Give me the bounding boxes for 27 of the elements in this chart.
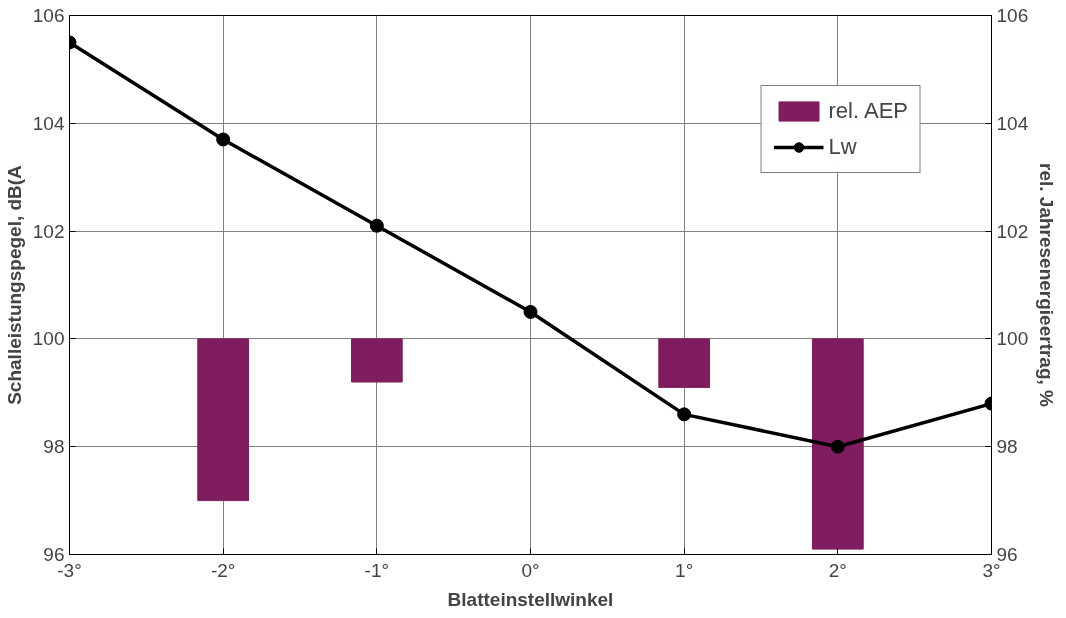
x-axis-title: Blatteinstellwinkel bbox=[447, 588, 614, 610]
y2-tick-label: 96 bbox=[996, 544, 1018, 565]
x-tick-label: -1° bbox=[364, 559, 390, 581]
point bbox=[523, 304, 538, 319]
y2-tick-label: 100 bbox=[996, 328, 1029, 350]
y-tick-label: 102 bbox=[32, 220, 65, 242]
legend-label: rel. AEP bbox=[828, 98, 908, 124]
y-tick-label: 96 bbox=[43, 544, 65, 565]
y2-tick-label: 98 bbox=[996, 436, 1018, 458]
y2-tick-label: 106 bbox=[996, 5, 1029, 26]
y-tick-label: 104 bbox=[32, 112, 65, 134]
point bbox=[216, 132, 231, 147]
point bbox=[677, 407, 692, 422]
x-tick-label: 0° bbox=[521, 559, 540, 581]
point bbox=[830, 439, 845, 454]
y-axis-title: Schalleistungspegel, dB(A bbox=[3, 164, 25, 405]
legend-label: Lw bbox=[828, 134, 857, 160]
x-tick-label: 2° bbox=[828, 559, 847, 581]
y-tick-label: 98 bbox=[43, 436, 65, 458]
x-tick-label: 1° bbox=[675, 559, 694, 581]
y2-axis-title: rel. Jahresenergieertrag, % bbox=[1036, 163, 1058, 408]
y2-tick-label: 104 bbox=[996, 112, 1029, 134]
y-tick-label: 100 bbox=[32, 328, 65, 350]
y2-tick-label: 102 bbox=[996, 220, 1029, 242]
x-tick-label: -2° bbox=[210, 559, 236, 581]
y-tick-label: 106 bbox=[32, 5, 65, 26]
point bbox=[369, 218, 384, 233]
